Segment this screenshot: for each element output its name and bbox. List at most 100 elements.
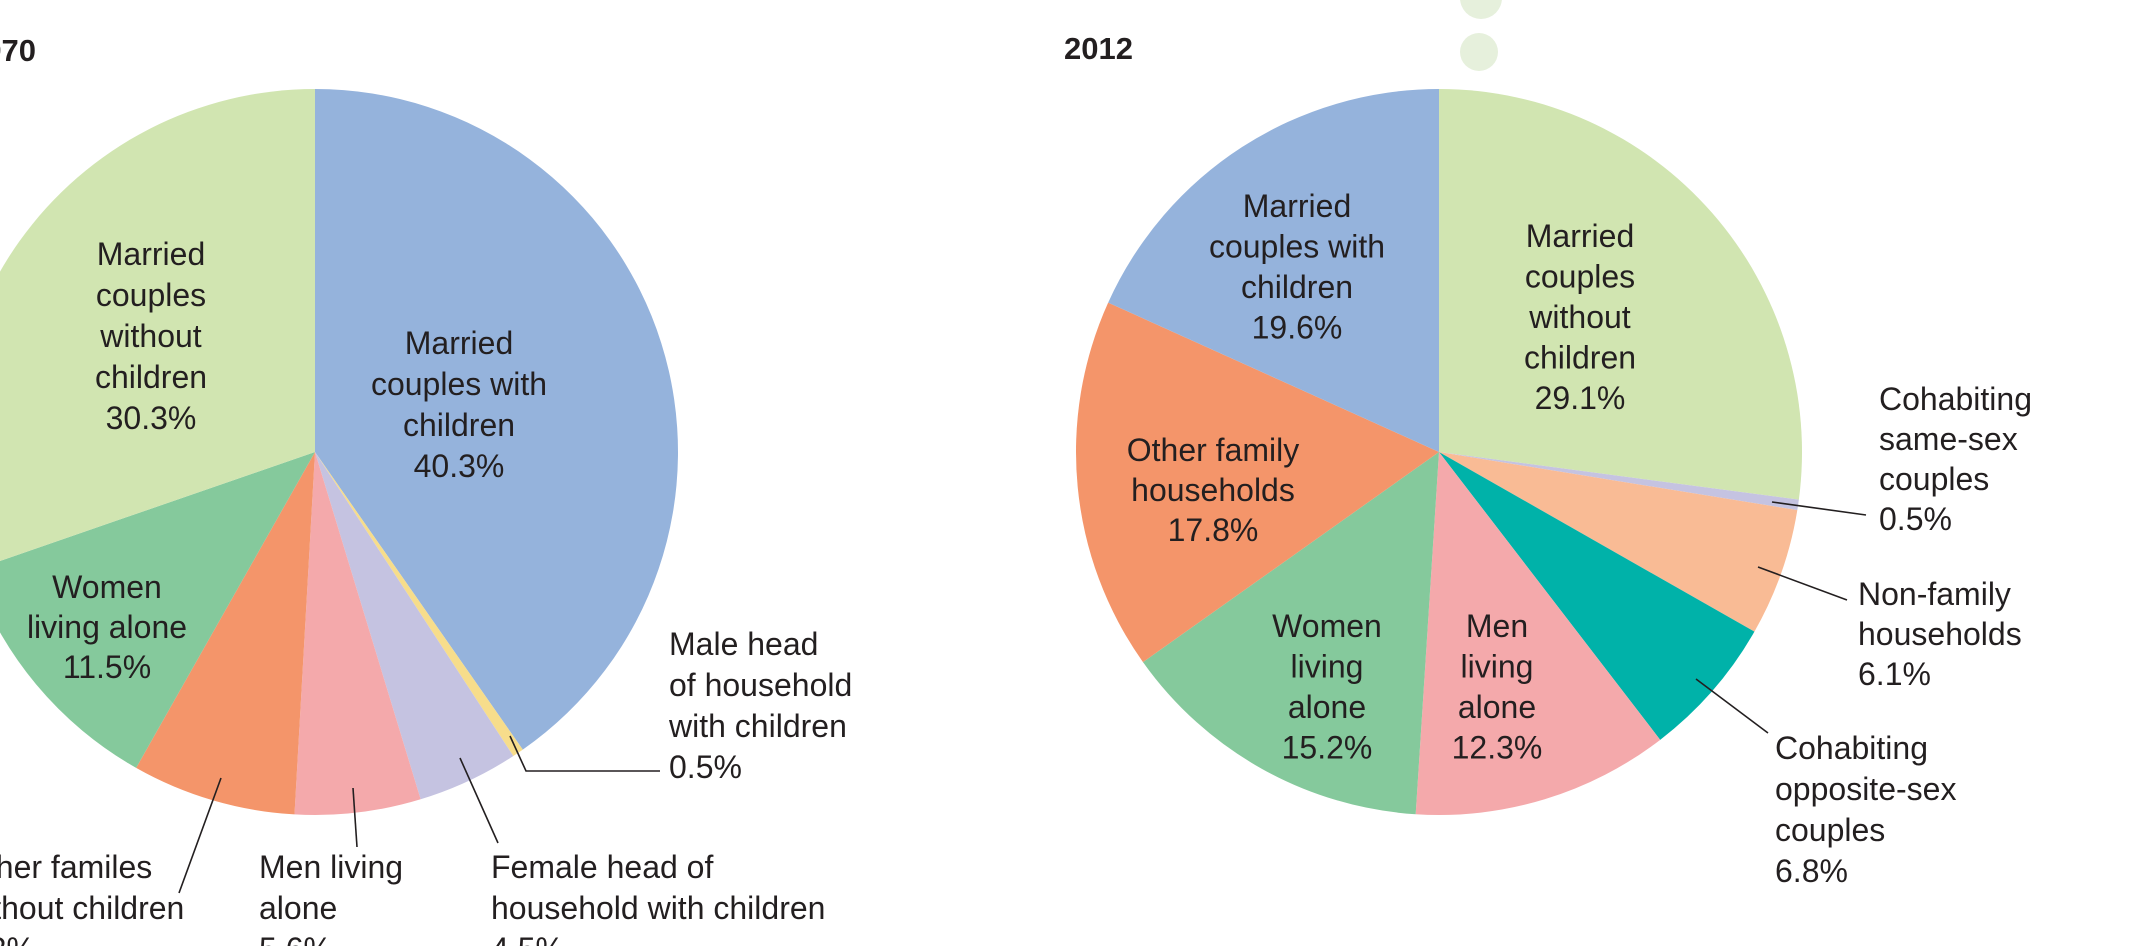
- slice-label-line: Married: [1243, 188, 1351, 224]
- pie-slice: [1076, 302, 1439, 663]
- leader-line: [1695, 678, 1769, 734]
- slice-label-line: living: [1461, 649, 1534, 685]
- slice-percent: 7.3%: [0, 931, 35, 946]
- slice-label-line: Men living: [259, 849, 403, 885]
- data-label: Cohabiting same-sex couples 0.5%: [1879, 381, 2032, 537]
- slice-label-line: Married: [97, 236, 205, 272]
- slice-label-line: households: [1858, 616, 2022, 652]
- decorative-circle: [1460, 0, 1502, 19]
- pie-slice: [315, 89, 679, 750]
- slice-label-line: alone: [259, 890, 337, 926]
- pie-slice: [0, 89, 315, 561]
- slice-percent: 12.3%: [1452, 730, 1543, 766]
- slice-percent: 40.3%: [414, 448, 505, 484]
- pie-slice: [315, 452, 514, 800]
- leader-line: [509, 735, 660, 772]
- pie-slice: [315, 452, 523, 757]
- pie-slice: [1439, 452, 1799, 511]
- pie-slice: [294, 452, 421, 815]
- data-label: Men living alone 12.3%: [1452, 608, 1543, 766]
- pie-slice: [1415, 452, 1661, 815]
- data-label: Other family households 17.8%: [1127, 432, 1299, 548]
- slice-label-line: couples with: [1209, 229, 1385, 265]
- slice-label-line: Cohabiting: [1775, 730, 1928, 766]
- slice-label-line: opposite-sex: [1775, 771, 1956, 807]
- data-label: Married couples with children 19.6%: [1209, 188, 1385, 346]
- slice-percent: 17.8%: [1168, 512, 1259, 548]
- leader-line: [178, 777, 222, 894]
- slice-label-line: Married: [1526, 218, 1634, 254]
- slice-label-line: living alone: [27, 609, 187, 645]
- data-label: Male head of household with children 0.5%: [668, 626, 852, 785]
- pie-chart-2012: 2012 Married couples without children 29.1% Co…: [1064, 31, 2032, 889]
- data-label: Men living alone 5.6%: [259, 849, 403, 946]
- slice-label-line: couples: [96, 277, 206, 313]
- slice-percent: 19.6%: [1252, 310, 1343, 346]
- data-label: Married couples without children 30.3%: [95, 236, 207, 436]
- data-label: Female head of household with children 4.5…: [491, 849, 825, 946]
- slice-label-line: alone: [1458, 689, 1536, 725]
- slice-label-line: children: [1241, 269, 1353, 305]
- slice-label-line: couples: [1525, 259, 1635, 295]
- pie-slice: [1439, 89, 1803, 500]
- data-label: Married couples without children 29.1%: [1524, 218, 1636, 416]
- slice-percent: 0.5%: [1879, 501, 1952, 537]
- slice-label-line: of household: [669, 667, 852, 703]
- slice-label-line: living: [1291, 649, 1364, 685]
- slice-percent: 6.8%: [1775, 853, 1848, 889]
- slice-label-line: without children: [0, 890, 184, 926]
- slice-label-line: children: [95, 359, 207, 395]
- pie-slice: [0, 452, 315, 768]
- slice-label-line: Non-family: [1858, 576, 2011, 612]
- slice-percent: 4.5%: [491, 931, 564, 946]
- slice-label-line: Women: [52, 569, 162, 605]
- pie-slice: [1108, 89, 1439, 452]
- pie-chart-1970: 1970 Married couples with children 40.3% Male…: [0, 33, 852, 946]
- slice-percent: 5.6%: [259, 931, 332, 946]
- slice-label-line: same-sex: [1879, 421, 2018, 457]
- slice-percent: 29.1%: [1535, 380, 1626, 416]
- slice-label-line: without: [1528, 299, 1631, 335]
- data-label: Women living alone 11.5%: [27, 569, 187, 685]
- data-label: Other familes without children 7.3%: [0, 849, 184, 946]
- slice-label-line: Women: [1272, 608, 1382, 644]
- slice-label-line: Married: [405, 325, 513, 361]
- slice-label-line: alone: [1288, 689, 1366, 725]
- pie-slice: [1439, 452, 1755, 740]
- slice-percent: 15.2%: [1282, 730, 1373, 766]
- slice-label-line: households: [1131, 472, 1295, 508]
- slice-label-line: Male head: [669, 626, 818, 662]
- slice-label-line: without: [99, 318, 202, 354]
- data-label: Non-family households 6.1%: [1858, 576, 2022, 692]
- pie-slice: [136, 452, 315, 815]
- leader-line: [352, 787, 358, 848]
- data-label: Married couples with children 40.3%: [371, 325, 547, 484]
- chart-title: 2012: [1064, 31, 1133, 66]
- chart-title: 1970: [0, 33, 36, 68]
- slice-label-line: couples with: [371, 366, 547, 402]
- leader-line: [1757, 566, 1848, 601]
- data-label: Women living alone 15.2%: [1272, 608, 1382, 766]
- pie-slice: [1439, 452, 1798, 632]
- slice-label-line: children: [403, 407, 515, 443]
- leader-line: [459, 757, 499, 844]
- slice-percent: 11.5%: [63, 649, 151, 685]
- pie-slice: [1142, 452, 1439, 815]
- decorative-circle: [1460, 33, 1498, 71]
- leader-line: [1771, 501, 1867, 516]
- slice-label-line: Cohabiting: [1879, 381, 2032, 417]
- slice-label-line: Other familes: [0, 849, 152, 885]
- data-label: Cohabiting opposite-sex couples 6.8%: [1775, 730, 1956, 889]
- slice-percent: 0.5%: [669, 749, 742, 785]
- slice-label-line: with children: [668, 708, 847, 744]
- slice-percent: 6.1%: [1858, 656, 1931, 692]
- slice-label-line: couples: [1775, 812, 1885, 848]
- slice-percent: 30.3%: [106, 400, 197, 436]
- slice-label-line: children: [1524, 340, 1636, 376]
- slice-label-line: Other family: [1127, 432, 1299, 468]
- slice-label-line: Men: [1466, 608, 1528, 644]
- slice-label-line: household with children: [491, 890, 825, 926]
- slice-label-line: couples: [1879, 461, 1989, 497]
- slice-label-line: Female head of: [491, 849, 713, 885]
